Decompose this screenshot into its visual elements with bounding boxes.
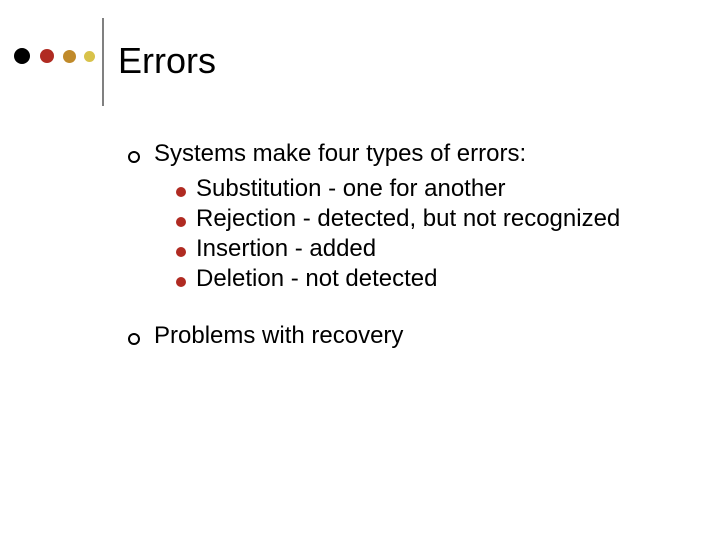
header-divider <box>102 18 104 106</box>
bullet-text: Problems with recovery <box>154 322 403 350</box>
sub-bullet-text: Rejection - detected, but not recognized <box>196 204 620 234</box>
disc-bullet-icon <box>176 187 186 197</box>
bullet-level2: Deletion - not detected <box>176 264 680 294</box>
decor-dot <box>84 51 95 62</box>
disc-bullet-icon <box>176 247 186 257</box>
hollow-bullet-icon <box>128 151 140 163</box>
slide: { "decor": { "dots": [ { "size": 16, "co… <box>0 0 720 540</box>
sub-bullet-text: Deletion - not detected <box>196 264 438 294</box>
bullet-level2: Substitution - one for another <box>176 174 680 204</box>
slide-title: Errors <box>118 40 216 82</box>
slide-body: Systems make four types of errors: Substi… <box>128 140 680 360</box>
decor-dot <box>40 49 54 63</box>
disc-bullet-icon <box>176 217 186 227</box>
bullet-level2: Rejection - detected, but not recognized <box>176 204 680 234</box>
sub-bullet-text: Substitution - one for another <box>196 174 506 204</box>
disc-bullet-icon <box>176 277 186 287</box>
bullet-level2: Insertion - added <box>176 234 680 264</box>
decor-dot <box>14 48 30 64</box>
bullet-text: Systems make four types of errors: <box>154 140 526 168</box>
header-dots <box>14 48 95 64</box>
hollow-bullet-icon <box>128 333 140 345</box>
bullet-level1: Problems with recovery <box>128 322 680 350</box>
bullet-level1: Systems make four types of errors: Substi… <box>128 140 680 294</box>
sub-bullet-text: Insertion - added <box>196 234 376 264</box>
decor-dot <box>63 50 76 63</box>
sub-list: Substitution - one for anotherRejection … <box>176 174 680 294</box>
